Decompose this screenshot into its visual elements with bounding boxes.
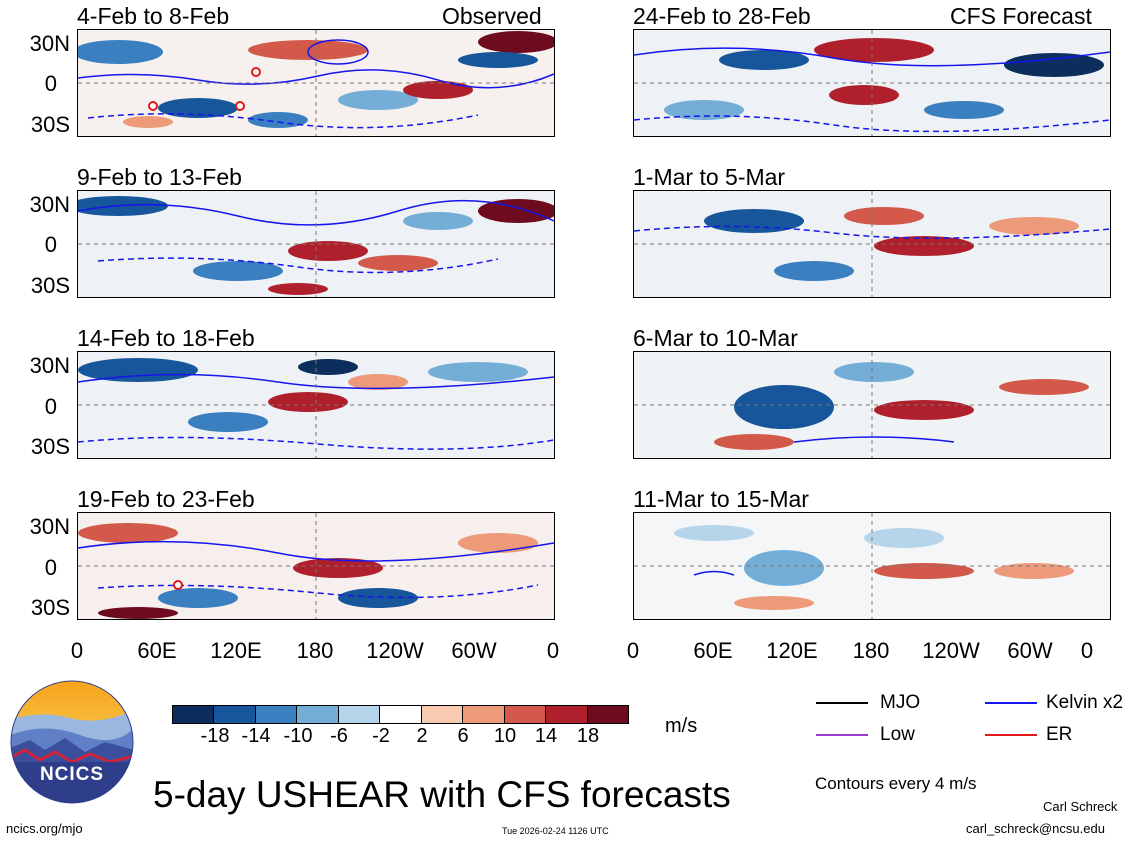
lat-label-30s-1: 30S — [30, 112, 70, 137]
panel-5-title: 24-Feb to 28-Feb — [633, 3, 811, 29]
contour-note: Contours every 4 m/s — [815, 774, 977, 793]
legend-kelvin-line — [985, 702, 1037, 704]
panel-1-field — [78, 30, 554, 136]
panel-7-field — [634, 352, 1110, 458]
colorbar-tick-5: -2 — [372, 725, 390, 747]
colorbar-tick-7: 6 — [457, 725, 469, 747]
colorbar-unit: m/s — [665, 715, 698, 737]
lat-label-30s-4: 30S — [30, 595, 70, 620]
legend-er-line — [985, 734, 1037, 736]
panel-8-field — [634, 513, 1110, 619]
author-name: Carl Schreck — [1043, 799, 1118, 814]
lon-label-right-360: 0 — [1080, 638, 1094, 663]
lat-label-30n-2: 30N — [29, 192, 70, 217]
colorbar-swatch-1 — [173, 706, 214, 723]
lat-label-eq-4: 0 — [44, 555, 57, 580]
panel-1-title: 4-Feb to 8-Feb — [77, 3, 230, 29]
lat-label-30n-1: 30N — [29, 31, 70, 56]
colorbar-tick-10: 18 — [576, 725, 600, 747]
colorbar-tick-3: -10 — [283, 725, 313, 747]
colorbar-tick-1: -18 — [200, 725, 230, 747]
map-panel-observed-4 — [77, 512, 555, 620]
panel-6-field — [634, 191, 1110, 297]
lon-label-right-180: 180 — [852, 638, 890, 663]
main-title: 5-day USHEAR with CFS forecasts — [153, 774, 731, 815]
panel-7-title: 6-Mar to 10-Mar — [633, 325, 798, 351]
lat-label-eq-1: 0 — [44, 71, 57, 96]
colorbar-swatch-4 — [296, 706, 338, 723]
colorbar-tick-9: 14 — [534, 725, 558, 747]
lat-label-30n-4: 30N — [29, 514, 70, 539]
lon-label-right-0: 0 — [626, 638, 640, 663]
panel-1-label: Observed — [442, 3, 542, 29]
panel-2-field — [78, 191, 554, 297]
panel-4-field — [78, 513, 554, 619]
colorbar-tick-6: 2 — [416, 725, 428, 747]
colorbar-swatch-7 — [420, 706, 463, 723]
legend-kelvin-label: Kelvin x2 — [1046, 692, 1124, 713]
ncics-logo: NCICS — [10, 680, 134, 804]
panel-3-field — [78, 352, 554, 458]
author-email: carl_schreck@ncsu.edu — [966, 821, 1105, 836]
lon-label-right-60e: 60E — [693, 638, 733, 663]
map-panel-observed-2 — [77, 190, 555, 298]
lat-label-30s-3: 30S — [30, 434, 70, 459]
map-panel-forecast-4 — [633, 512, 1111, 620]
panel-5-label: CFS Forecast — [950, 3, 1092, 29]
colorbar-swatch-3 — [254, 706, 297, 723]
legend-low-label: Low — [880, 724, 915, 745]
lon-label-right-120w: 120W — [922, 638, 980, 663]
colorbar-tick-4: -6 — [330, 725, 348, 747]
legend-mjo-line — [816, 702, 868, 704]
colorbar-swatch-9 — [503, 706, 546, 723]
legend-mjo-label: MJO — [880, 692, 921, 713]
lat-label-eq-2: 0 — [44, 232, 57, 257]
legend-low-line — [816, 734, 868, 736]
lon-label-left-60w: 60W — [451, 638, 497, 663]
logo-text: NCICS — [39, 764, 105, 785]
panel-8-title: 11-Mar to 15-Mar — [633, 486, 809, 512]
map-panel-observed-3 — [77, 351, 555, 459]
colorbar-tick-2: -14 — [241, 725, 271, 747]
colorbar-swatch-2 — [213, 706, 255, 723]
legend-er-label: ER — [1046, 724, 1073, 745]
lon-label-left-120e: 120E — [210, 638, 262, 663]
lon-label-left-360: 0 — [546, 638, 560, 663]
map-panel-forecast-2 — [633, 190, 1111, 298]
colorbar-tick-8: 10 — [493, 725, 517, 747]
colorbar — [172, 705, 629, 724]
colorbar-swatch-11 — [586, 706, 628, 723]
panel-5-field — [634, 30, 1110, 136]
site-url: ncics.org/mjo — [6, 821, 83, 836]
lon-label-left-60e: 60E — [137, 638, 177, 663]
panel-3-title: 14-Feb to 18-Feb — [77, 325, 255, 351]
lon-label-right-60w: 60W — [1007, 638, 1053, 663]
panel-4-title: 19-Feb to 23-Feb — [77, 486, 255, 512]
colorbar-swatch-5 — [337, 706, 380, 723]
lon-label-right-120e: 120E — [766, 638, 818, 663]
lat-label-30s-2: 30S — [30, 273, 70, 298]
map-panel-observed-1 — [77, 29, 555, 137]
map-panel-forecast-1 — [633, 29, 1111, 137]
timestamp: Tue 2026-02-24 1126 UTC — [502, 826, 609, 836]
colorbar-swatch-8 — [462, 706, 504, 723]
panel-6-title: 1-Mar to 5-Mar — [633, 164, 786, 190]
lat-label-30n-3: 30N — [29, 353, 70, 378]
colorbar-swatch-6 — [379, 706, 421, 723]
panel-2-title: 9-Feb to 13-Feb — [77, 164, 242, 190]
lon-label-left-0: 0 — [70, 638, 84, 663]
lon-label-left-180: 180 — [296, 638, 334, 663]
lon-label-left-120w: 120W — [366, 638, 424, 663]
colorbar-swatch-10 — [545, 706, 587, 723]
map-panel-forecast-3 — [633, 351, 1111, 459]
lat-label-eq-3: 0 — [44, 394, 57, 419]
